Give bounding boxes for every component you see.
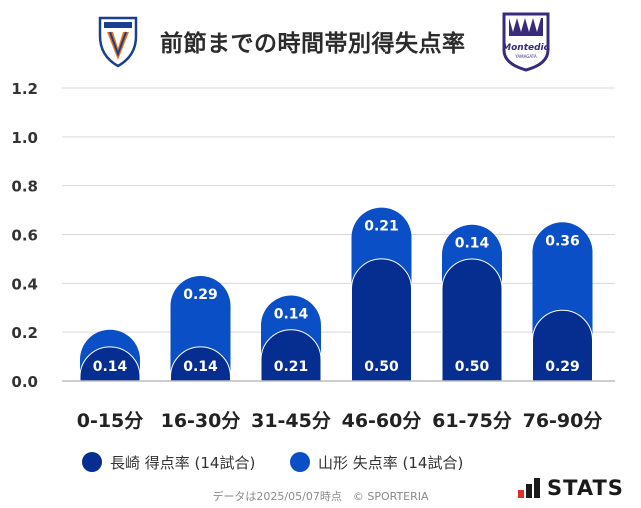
bar-home xyxy=(79,346,141,382)
legend-swatch-away xyxy=(290,452,310,472)
bar-label-away: 0.14 xyxy=(455,236,490,252)
y-tick-label: 0.2 xyxy=(11,324,38,342)
bar-home xyxy=(351,258,412,382)
bar-home xyxy=(532,309,593,382)
gridlines xyxy=(62,87,615,382)
away-logo-subtext: YAMAGATA xyxy=(514,54,537,59)
x-tick-label: 76-90分 xyxy=(523,410,603,432)
away-logo-wordmark: Montedio xyxy=(502,43,550,53)
bar-home xyxy=(441,258,503,382)
y-tick-label: 1.0 xyxy=(11,129,38,147)
y-tick-label: 0.6 xyxy=(11,227,38,245)
x-tick-label: 46-60分 xyxy=(342,410,422,432)
bar-label-home: 0.21 xyxy=(274,359,309,375)
bar-label-away: 0.29 xyxy=(183,287,218,303)
y-tick-label: 0.8 xyxy=(11,178,38,196)
chart-title: 前節までの時間帯別得失点率 xyxy=(160,31,466,57)
bar-label-home: 0.50 xyxy=(364,359,399,375)
bar-label-away: 0.21 xyxy=(364,219,399,235)
chart-header: 前節までの時間帯別得失点率 Montedio YAMAGATA xyxy=(0,0,641,84)
legend-label-home: 長崎 得点率 (14試合) xyxy=(110,454,256,472)
x-tick-label: 61-75分 xyxy=(432,410,512,432)
x-tick-label: 16-30分 xyxy=(161,410,241,432)
bar-label-home: 0.50 xyxy=(455,359,490,375)
stats-bar-icon xyxy=(518,478,540,498)
y-axis: 0.0 0.2 0.4 0.6 0.8 1.0 1.2 xyxy=(11,80,38,391)
x-axis: 0-15分 16-30分 31-45分 46-60分 61-75分 76-90分 xyxy=(62,380,615,432)
bar-home xyxy=(260,329,322,382)
legend-swatch-home xyxy=(82,452,102,472)
v-varen-nagasaki-logo xyxy=(98,16,138,68)
montedio-yamagata-logo: Montedio YAMAGATA xyxy=(502,12,550,72)
bar-label-away: 0.36 xyxy=(545,233,580,249)
bar-label-home: 0.14 xyxy=(183,359,218,375)
bar-home xyxy=(170,346,231,382)
legend-label-away: 山形 失点率 (14試合) xyxy=(318,454,464,472)
bar-label-home: 0.29 xyxy=(545,359,580,375)
stats-wordmark: STATS xyxy=(547,476,624,500)
bar-label-home: 0.14 xyxy=(93,359,128,375)
y-tick-label: 0.4 xyxy=(11,275,38,293)
bar-label-away: 0.14 xyxy=(274,307,309,323)
bar-chart: 0.00.20.40.60.81.01.2 0.14 0.140.290.210.… xyxy=(11,80,615,432)
bar-series: 0.14 0.14 0.29 0.21 0.14 0.50 0.21 0.50 0.14 0.29… xyxy=(79,207,593,382)
data-source-note: データは2025/05/07時点 © SPORTERIA xyxy=(212,490,429,503)
x-tick-label: 31-45分 xyxy=(251,410,331,432)
x-tick-label: 0-15分 xyxy=(77,410,144,432)
y-tick-label: 1.2 xyxy=(11,80,38,98)
y-tick-label: 0.0 xyxy=(11,373,38,391)
stats-brand: STATS xyxy=(517,476,635,500)
